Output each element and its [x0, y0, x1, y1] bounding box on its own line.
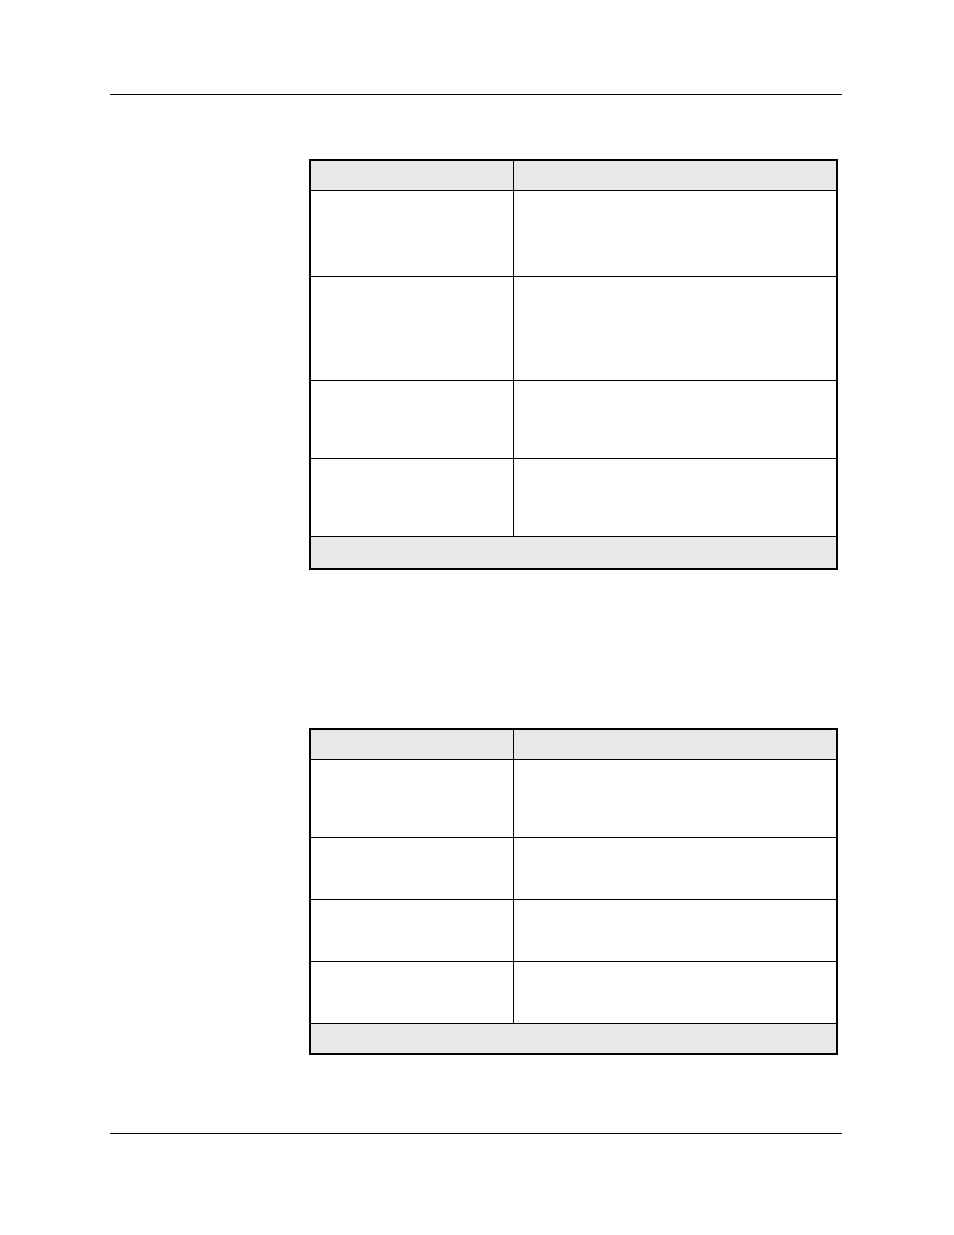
- table-row: [311, 962, 837, 1024]
- table-cell: [514, 381, 837, 459]
- table-2-footer-cell: [311, 1024, 837, 1054]
- table-2-header-cell: [514, 730, 837, 760]
- table-cell: [311, 381, 514, 459]
- table-cell: [311, 838, 514, 900]
- table-cell: [311, 191, 514, 277]
- table-cell: [514, 900, 837, 962]
- table-2-header-row: [311, 730, 837, 760]
- table-1-header-cell: [311, 161, 514, 191]
- table-row: [311, 381, 837, 459]
- table-2-header-cell: [311, 730, 514, 760]
- table-cell: [514, 962, 837, 1024]
- table-cell: [311, 962, 514, 1024]
- document-page: [0, 0, 954, 1235]
- table-1: [309, 159, 838, 570]
- table-2-footer-row: [311, 1024, 837, 1054]
- table-cell: [311, 900, 514, 962]
- table-2: [309, 728, 838, 1055]
- table-1-footer-row: [311, 537, 837, 569]
- table-1-header-row: [311, 161, 837, 191]
- table-cell: [514, 277, 837, 381]
- table-cell: [514, 191, 837, 277]
- top-rule: [110, 94, 842, 95]
- table-cell: [311, 459, 514, 537]
- table-cell: [514, 459, 837, 537]
- table-row: [311, 459, 837, 537]
- table-cell: [514, 760, 837, 838]
- table-cell: [514, 838, 837, 900]
- table-1-footer-cell: [311, 537, 837, 569]
- table-cell: [311, 760, 514, 838]
- table-row: [311, 900, 837, 962]
- table-1-header-cell: [514, 161, 837, 191]
- table-cell: [311, 277, 514, 381]
- table-1-grid: [310, 160, 837, 569]
- table-row: [311, 277, 837, 381]
- table-row: [311, 760, 837, 838]
- table-row: [311, 838, 837, 900]
- table-2-grid: [310, 729, 837, 1054]
- bottom-rule: [110, 1133, 842, 1134]
- table-row: [311, 191, 837, 277]
